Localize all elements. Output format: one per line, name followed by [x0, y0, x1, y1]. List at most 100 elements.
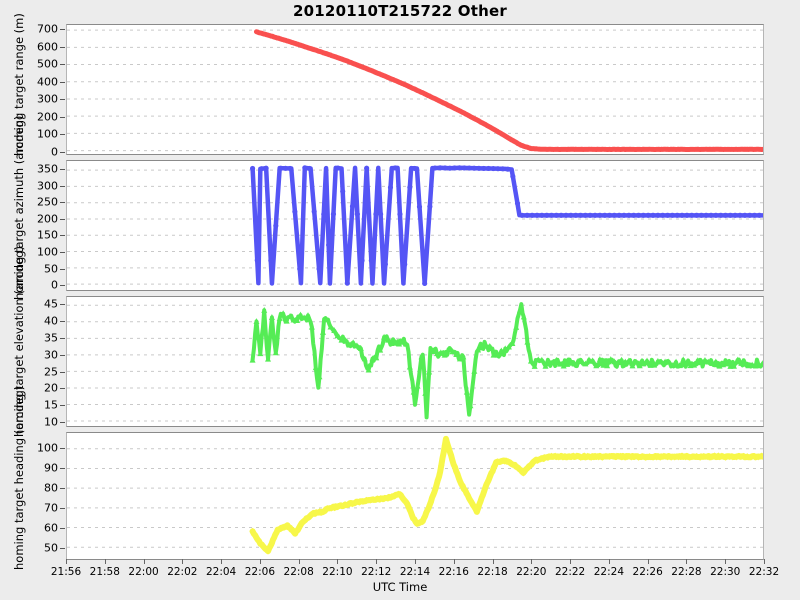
- y-tick-mark: [60, 388, 65, 390]
- figure-title: 20120110T215722 Other: [293, 2, 507, 20]
- y-tick-label: 100: [37, 127, 58, 141]
- x-tick-label: 22:10: [322, 566, 353, 578]
- y-tick-mark: [60, 354, 65, 356]
- y-tick-label: 0: [51, 278, 58, 292]
- y-tick-mark: [60, 81, 65, 83]
- y-tick-mark: [60, 99, 65, 101]
- x-tick-label: 22:04: [205, 566, 237, 578]
- azimuth-y-ticks: 0 50 100 150 200 250 300 350: [0, 160, 58, 291]
- y-tick-mark: [60, 29, 65, 31]
- x-tick-mark: [570, 559, 572, 564]
- y-tick-mark: [60, 405, 65, 407]
- x-tick-label: 22:08: [283, 566, 314, 578]
- y-tick-label: 20: [44, 381, 58, 395]
- x-tick-mark: [686, 559, 688, 564]
- x-tick-mark: [647, 559, 649, 564]
- x-tick-label: 22:18: [477, 566, 508, 578]
- x-tick-mark: [608, 559, 610, 564]
- y-tick-label: 400: [37, 75, 58, 89]
- y-tick-mark: [60, 304, 65, 306]
- elevation-plot-canvas: [67, 297, 763, 426]
- y-tick-label: 15: [44, 398, 58, 412]
- y-tick-mark: [60, 285, 65, 287]
- y-tick-label: 35: [44, 331, 58, 345]
- y-tick-mark: [60, 337, 65, 339]
- y-tick-mark: [60, 488, 65, 489]
- y-tick-label: 100: [37, 245, 58, 259]
- y-tick-mark: [60, 235, 65, 237]
- plot-panel-heading[interactable]: [66, 432, 764, 560]
- range-plot-canvas: [67, 25, 763, 154]
- y-tick-label: 150: [37, 228, 58, 242]
- x-tick-label: 22:14: [399, 566, 431, 578]
- x-tick-label: 22:28: [671, 566, 702, 578]
- heading-y-ticks: 50 60 70 80 90 100: [0, 432, 58, 560]
- heading-plot-canvas: [67, 433, 763, 555]
- x-tick-mark: [221, 559, 223, 564]
- x-axis-label: UTC Time: [372, 580, 428, 594]
- y-tick-mark: [60, 134, 65, 136]
- x-tick-mark: [66, 559, 67, 564]
- y-tick-mark: [60, 64, 65, 66]
- y-tick-mark: [60, 185, 65, 187]
- y-tick-mark: [60, 448, 65, 449]
- x-tick-label: 22:32: [748, 566, 780, 578]
- x-tick-mark: [337, 559, 339, 564]
- y-tick-label: 45: [44, 297, 58, 311]
- y-tick-mark: [60, 508, 65, 509]
- y-tick-mark: [60, 151, 65, 153]
- x-tick-label: 22:06: [244, 566, 276, 578]
- y-tick-label: 700: [37, 22, 58, 36]
- x-tick-mark: [182, 559, 184, 564]
- y-tick-mark: [60, 468, 65, 469]
- x-tick-label: 22:24: [593, 566, 625, 578]
- y-tick-label: 0: [51, 145, 58, 158]
- y-tick-mark: [60, 548, 65, 549]
- x-tick-mark: [298, 559, 300, 564]
- x-tick-mark: [104, 559, 106, 564]
- y-tick-mark: [60, 321, 65, 323]
- x-tick-label: 21:56: [50, 566, 82, 578]
- y-tick-mark: [60, 169, 65, 171]
- elevation-y-ticks: 10 15 20 25 30 35 40 45: [0, 296, 58, 429]
- y-tick-label: 25: [44, 365, 58, 379]
- y-tick-label: 600: [37, 40, 58, 54]
- x-tick-label: 22:30: [710, 566, 741, 578]
- y-tick-mark: [60, 116, 65, 118]
- y-tick-label: 500: [37, 57, 58, 71]
- y-tick-label: 200: [37, 110, 58, 124]
- plot-panel-range[interactable]: [66, 24, 764, 155]
- y-tick-label: 10: [44, 415, 58, 429]
- y-tick-label: 90: [44, 461, 58, 475]
- plot-panel-elevation[interactable]: [66, 296, 764, 427]
- x-tick-label: 22:02: [167, 566, 198, 578]
- y-tick-label: 40: [44, 314, 58, 328]
- y-tick-label: 100: [37, 441, 58, 455]
- x-tick-mark: [259, 559, 261, 564]
- x-tick-mark: [492, 559, 494, 564]
- y-tick-mark: [60, 268, 65, 270]
- y-tick-label: 80: [44, 481, 58, 495]
- y-tick-label: 60: [44, 521, 58, 535]
- y-tick-mark: [60, 421, 65, 423]
- y-tick-label: 300: [37, 179, 58, 193]
- y-tick-label: 70: [44, 501, 58, 515]
- x-tick-mark: [764, 559, 765, 564]
- x-tick-label: 22:22: [554, 566, 586, 578]
- y-tick-label: 250: [37, 195, 58, 209]
- y-tick-mark: [60, 251, 65, 253]
- x-tick-label: 22:12: [361, 566, 392, 578]
- azimuth-plot-canvas: [67, 165, 763, 287]
- x-tick-mark: [725, 559, 727, 564]
- y-tick-mark: [60, 371, 65, 373]
- x-tick-label: 22:20: [516, 566, 547, 578]
- plot-panel-azimuth[interactable]: [66, 160, 764, 291]
- x-tick-label: 21:58: [89, 566, 120, 578]
- y-tick-mark: [60, 46, 65, 48]
- x-tick-mark: [415, 559, 416, 564]
- x-tick-mark: [143, 559, 145, 564]
- heading-axis-label: homing target heading (arcdeg): [12, 385, 26, 570]
- y-tick-mark: [60, 528, 65, 529]
- y-tick-label: 200: [37, 212, 58, 226]
